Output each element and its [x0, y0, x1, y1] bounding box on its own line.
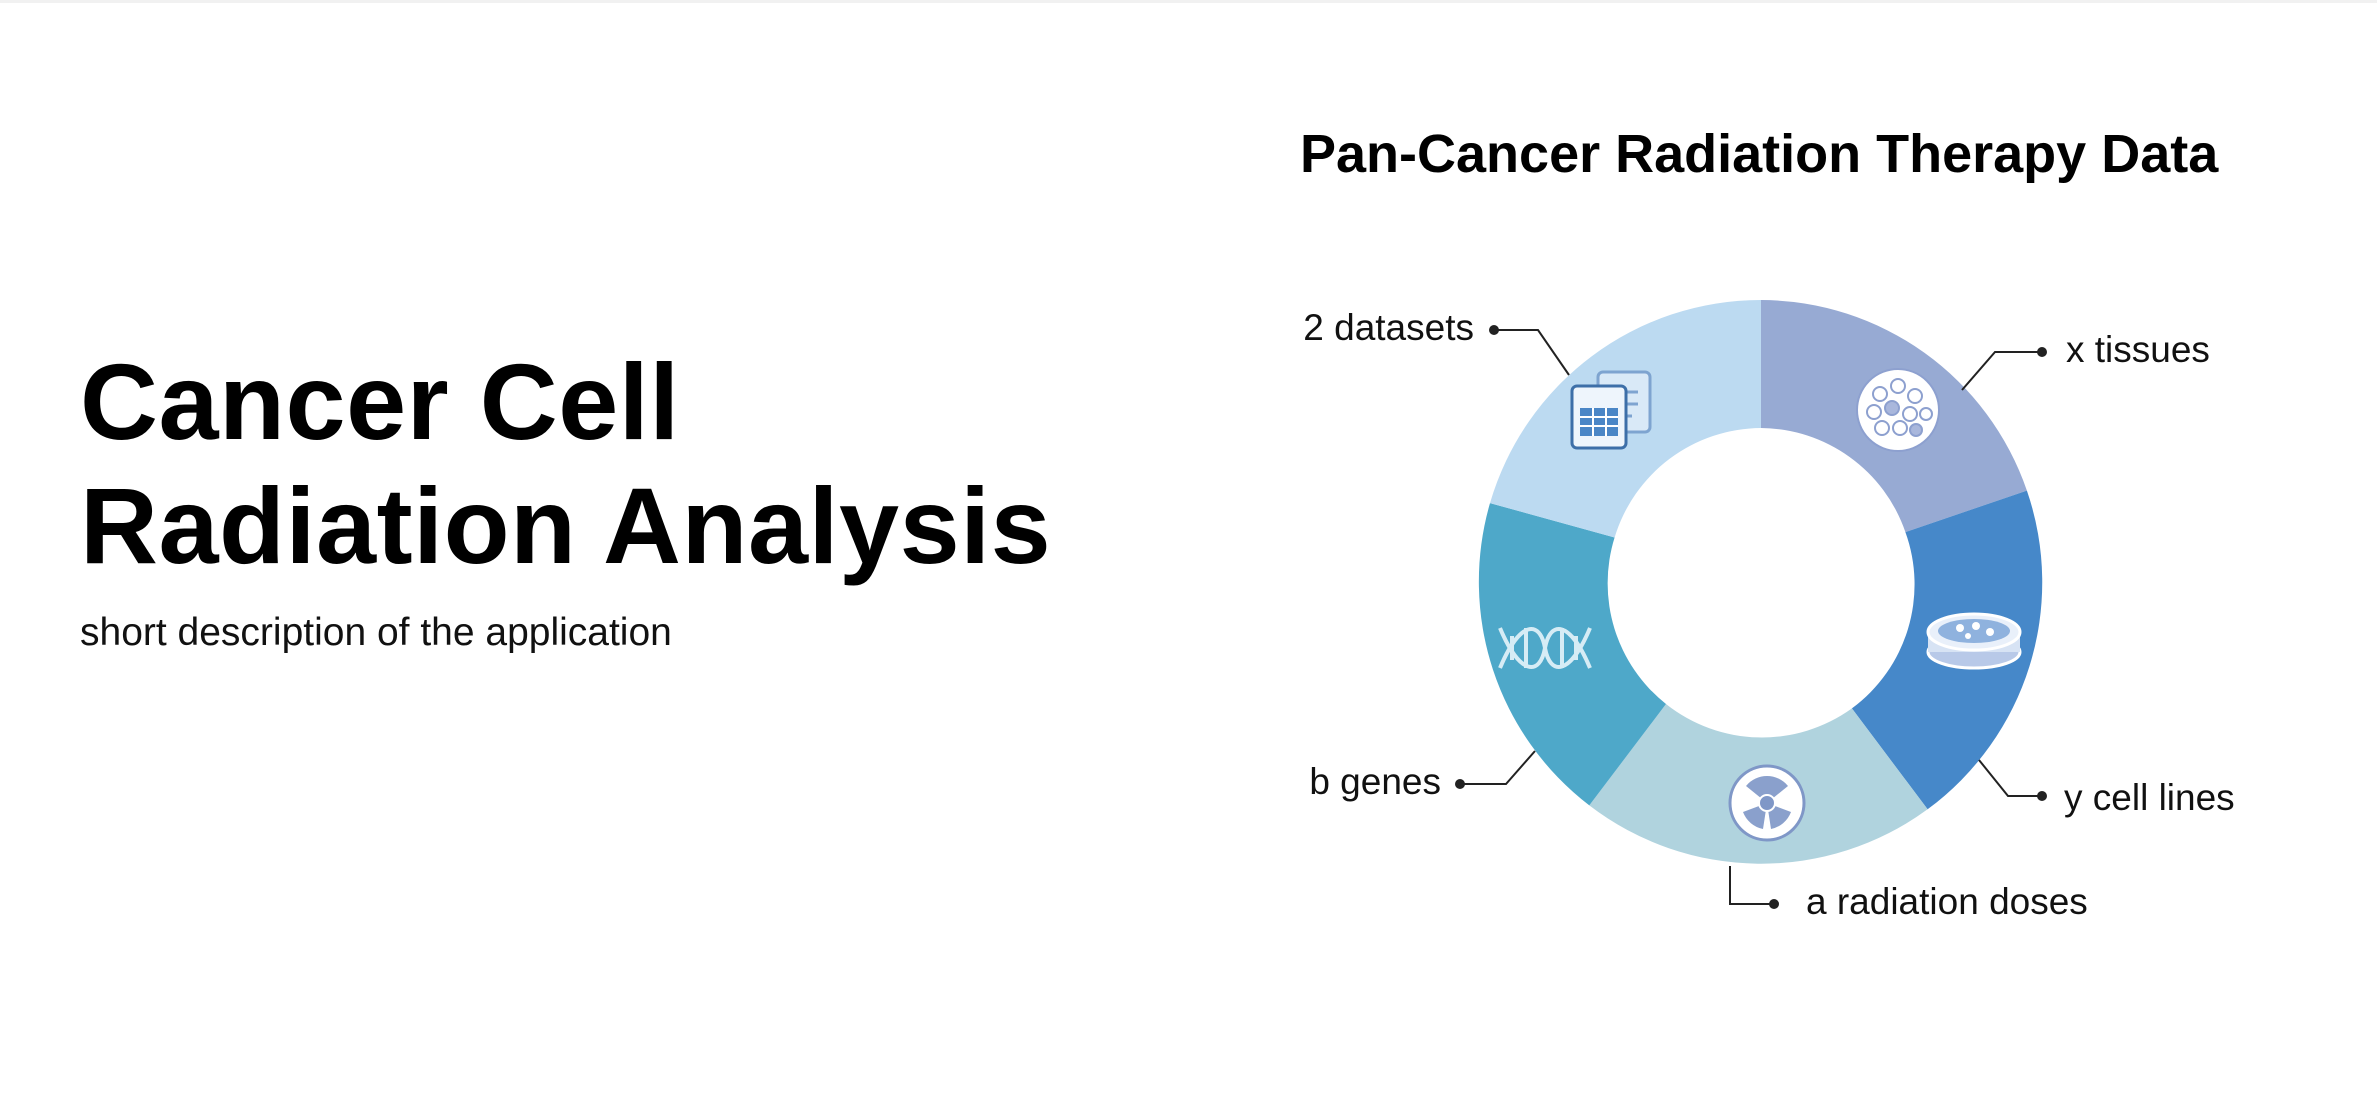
label-radiation-doses: a radiation doses	[1806, 881, 2088, 922]
callout-dot-genes	[1455, 779, 1465, 789]
page-title: Cancer Cell Radiation Analysis	[80, 340, 1180, 588]
tissue-icon	[1856, 368, 1940, 452]
callout-dot-cell-lines	[2037, 791, 2047, 801]
callout-dot-radiation	[1769, 899, 1779, 909]
app-description: short description of the application	[80, 611, 672, 654]
label-genes: b genes	[1309, 761, 1441, 802]
callout-line-datasets	[1494, 329, 1570, 376]
callout-dot-tissues	[2037, 347, 2047, 357]
callout-line-radiation	[1729, 866, 1774, 905]
label-tissues: x tissues	[2066, 329, 2210, 370]
callout-line-tissues	[1961, 351, 2042, 391]
dna-icon	[1498, 627, 1592, 669]
graphic-title: Pan-Cancer Radiation Therapy Data	[1300, 124, 2219, 184]
callout-line-cell-lines	[1978, 759, 2042, 797]
hero-section: Cancer Cell Radiation Analysis short des…	[80, 340, 1180, 656]
title-line-1: Cancer Cell	[80, 341, 680, 462]
radiation-icon	[1728, 764, 1806, 842]
petri-dish-icon	[1926, 612, 2022, 670]
datasets-icon	[1570, 370, 1652, 450]
top-divider	[0, 0, 2377, 3]
label-datasets: 2 datasets	[1303, 307, 1474, 348]
callout-dot-datasets	[1489, 325, 1499, 335]
title-line-2: Radiation Analysis	[80, 465, 1052, 586]
label-cell-lines: y cell lines	[2064, 777, 2235, 818]
callout-line-genes	[1460, 750, 1536, 785]
segment-genes	[1478, 503, 1666, 806]
